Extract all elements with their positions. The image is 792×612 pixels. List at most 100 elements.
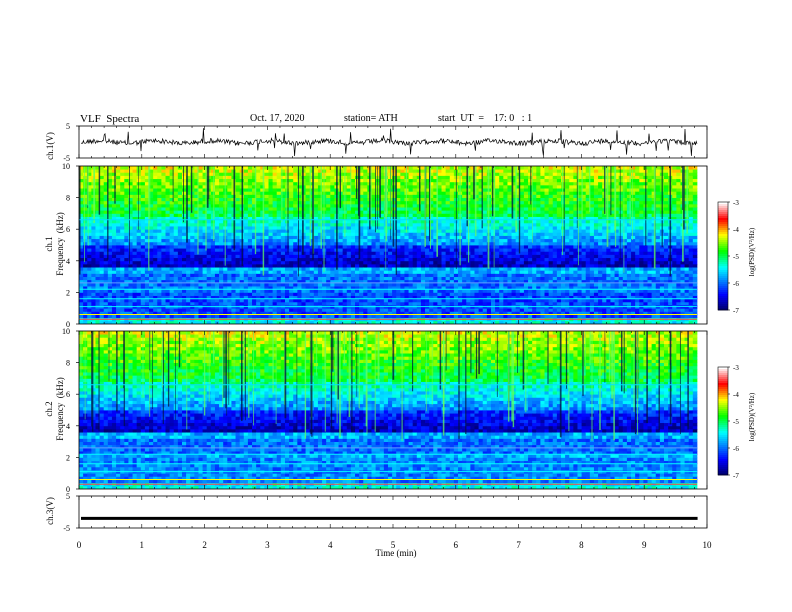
ch1-spectrogram-cell [103, 175, 109, 180]
ch1-spectrogram-cell [153, 289, 158, 293]
ch1-spectrogram-cell [445, 238, 451, 243]
ch1-spectrogram-cell [260, 251, 265, 255]
ch1-spectrogram-cell [412, 203, 418, 208]
ch1-spectrogram-cell [264, 181, 269, 186]
ch1-spectrogram-cell [289, 235, 294, 240]
ch1-spectrogram-cell [466, 260, 471, 265]
ch1-spectrogram-cell [313, 222, 319, 227]
ch1-spectrogram-cell [210, 191, 216, 195]
ch1-spectrogram-cell [355, 320, 360, 324]
ch1-spectrogram-cell [420, 175, 426, 180]
ch1-spectrogram-cell [425, 248, 430, 252]
ch1-spectrogram-cell [83, 200, 88, 205]
ch1-spectrogram-cell [400, 203, 405, 208]
ch1-spectrogram-cell [441, 181, 447, 186]
ch1-spectrogram-cell [256, 181, 261, 186]
ch1-spectrogram-cell [210, 178, 216, 183]
ch1-spectrogram-cell [190, 200, 195, 205]
ch1-spectrogram-cell [272, 311, 278, 315]
ch1-spectrogram-cell [433, 314, 438, 319]
ch1-spectrogram-cell [111, 311, 117, 315]
ch1-spectrogram-cell [107, 200, 113, 205]
ch1-spectrogram-cell [252, 260, 257, 265]
ch1-spectrogram-cell [400, 282, 405, 287]
ch1-spectrogram-cell [429, 241, 434, 246]
ch1-spectrogram-cell [346, 219, 352, 224]
ch1-spectrogram-cell [227, 286, 232, 290]
ch1-spectrogram-cell [293, 298, 298, 303]
ch1-spectrogram-cell [420, 301, 426, 306]
ch1-spectrogram-cell [462, 254, 467, 259]
ch1-spectrogram-cell [367, 260, 372, 265]
ch1-spectrogram-cell [186, 314, 191, 319]
ch1-spectrogram-cell [256, 207, 261, 211]
ch1-spectrogram-cell [161, 257, 166, 262]
ch1-spectrogram-cell [392, 184, 397, 189]
ch1-spectrogram-cell [190, 203, 195, 208]
ch1-spectrogram-cell [136, 314, 142, 319]
ch1-spectrogram-cell [371, 279, 377, 284]
ch1-spectrogram-cell [297, 276, 302, 281]
ch1-spectrogram-cell [416, 260, 422, 265]
ch1-spectrogram-cell [153, 286, 158, 290]
ch1-spectrogram-cell [408, 276, 414, 281]
ch1-spectrogram-cell [470, 181, 475, 186]
ch1-spectrogram-cell [206, 320, 212, 324]
ch1-spectrogram-cell [87, 289, 92, 293]
ch1-spectrogram-cell [289, 238, 294, 243]
ch1-spectrogram-cell [297, 298, 302, 303]
ch1-spectrogram-cell [445, 203, 451, 208]
ch1-spectrogram-cell [276, 298, 282, 303]
ch1-spectrogram-cell [247, 276, 253, 281]
ch1-spectrogram-cell [128, 245, 133, 249]
ch1-spectrogram-cell [297, 213, 302, 217]
ch1-spectrogram-cell [317, 229, 323, 233]
ch1-spectrogram-cell [297, 279, 302, 284]
ch1-spectrogram-cell [214, 263, 220, 268]
ch1-spectrogram-cell [408, 286, 414, 290]
ch1-spectrogram-cell [478, 298, 484, 303]
ch1-spectrogram-cell [219, 314, 224, 319]
ch1-spectrogram-cell [416, 213, 422, 217]
ch1-spectrogram-cell [190, 263, 195, 268]
ch1-spectrogram-cell [186, 298, 191, 303]
ch1-spectrogram-cell [420, 267, 426, 271]
ch1-spectrogram-cell [355, 178, 360, 183]
ch1-spectrogram-cell [392, 273, 397, 277]
ch1-spectrogram-cell [144, 203, 150, 208]
ch1-spectrogram-cell [165, 241, 171, 246]
ch1-spectrogram-cell [293, 172, 298, 176]
ch1-spectrogram-cell [95, 279, 100, 284]
ch1-spectrogram-cell [111, 222, 117, 227]
ch1-spectrogram-cell [342, 286, 348, 290]
ch1-spectrogram-cell [284, 238, 290, 243]
ch1-spectrogram-cell [392, 226, 397, 230]
ch1-spectrogram-cell [396, 282, 401, 287]
ch1-spectrogram-cell [449, 200, 455, 205]
ch1-spectrogram-cell [190, 232, 195, 236]
ch1-spectrogram-cell [313, 260, 319, 265]
ch1-spectrogram-cell [412, 169, 418, 173]
ch1-spectrogram-cell [161, 166, 166, 170]
ch1-spectrogram-cell [416, 292, 422, 296]
ch1-spectrogram-cell [280, 232, 286, 236]
ch1-spectrogram-cell [445, 301, 451, 306]
ch1-spectrogram-cell [297, 203, 302, 208]
ch1-spectrogram-cell [346, 251, 352, 255]
ch1-spectrogram-cell [293, 203, 298, 208]
ch1-spectrogram-cell [404, 273, 409, 277]
ch1-spectrogram-cell [470, 175, 475, 180]
ch1-spectrogram-cell [317, 226, 323, 230]
ch1-spectrogram-cell [169, 172, 175, 176]
ch1-spectrogram-cell [301, 263, 306, 268]
ch1-spectrogram-cell [416, 295, 422, 300]
ch1-spectrogram-cell [392, 263, 397, 268]
ch1-spectrogram-cell [169, 279, 175, 284]
ch1-spectrogram-cell [326, 286, 331, 290]
ch1-spectrogram-cell [400, 210, 405, 214]
ch1-spectrogram-cell [297, 260, 302, 265]
ch1-spectrogram-cell [223, 295, 228, 300]
ch1-spectrogram-cell [396, 238, 401, 243]
ch1-spectrogram-cell [124, 311, 129, 315]
ch1-spectrogram-cell [177, 213, 183, 217]
